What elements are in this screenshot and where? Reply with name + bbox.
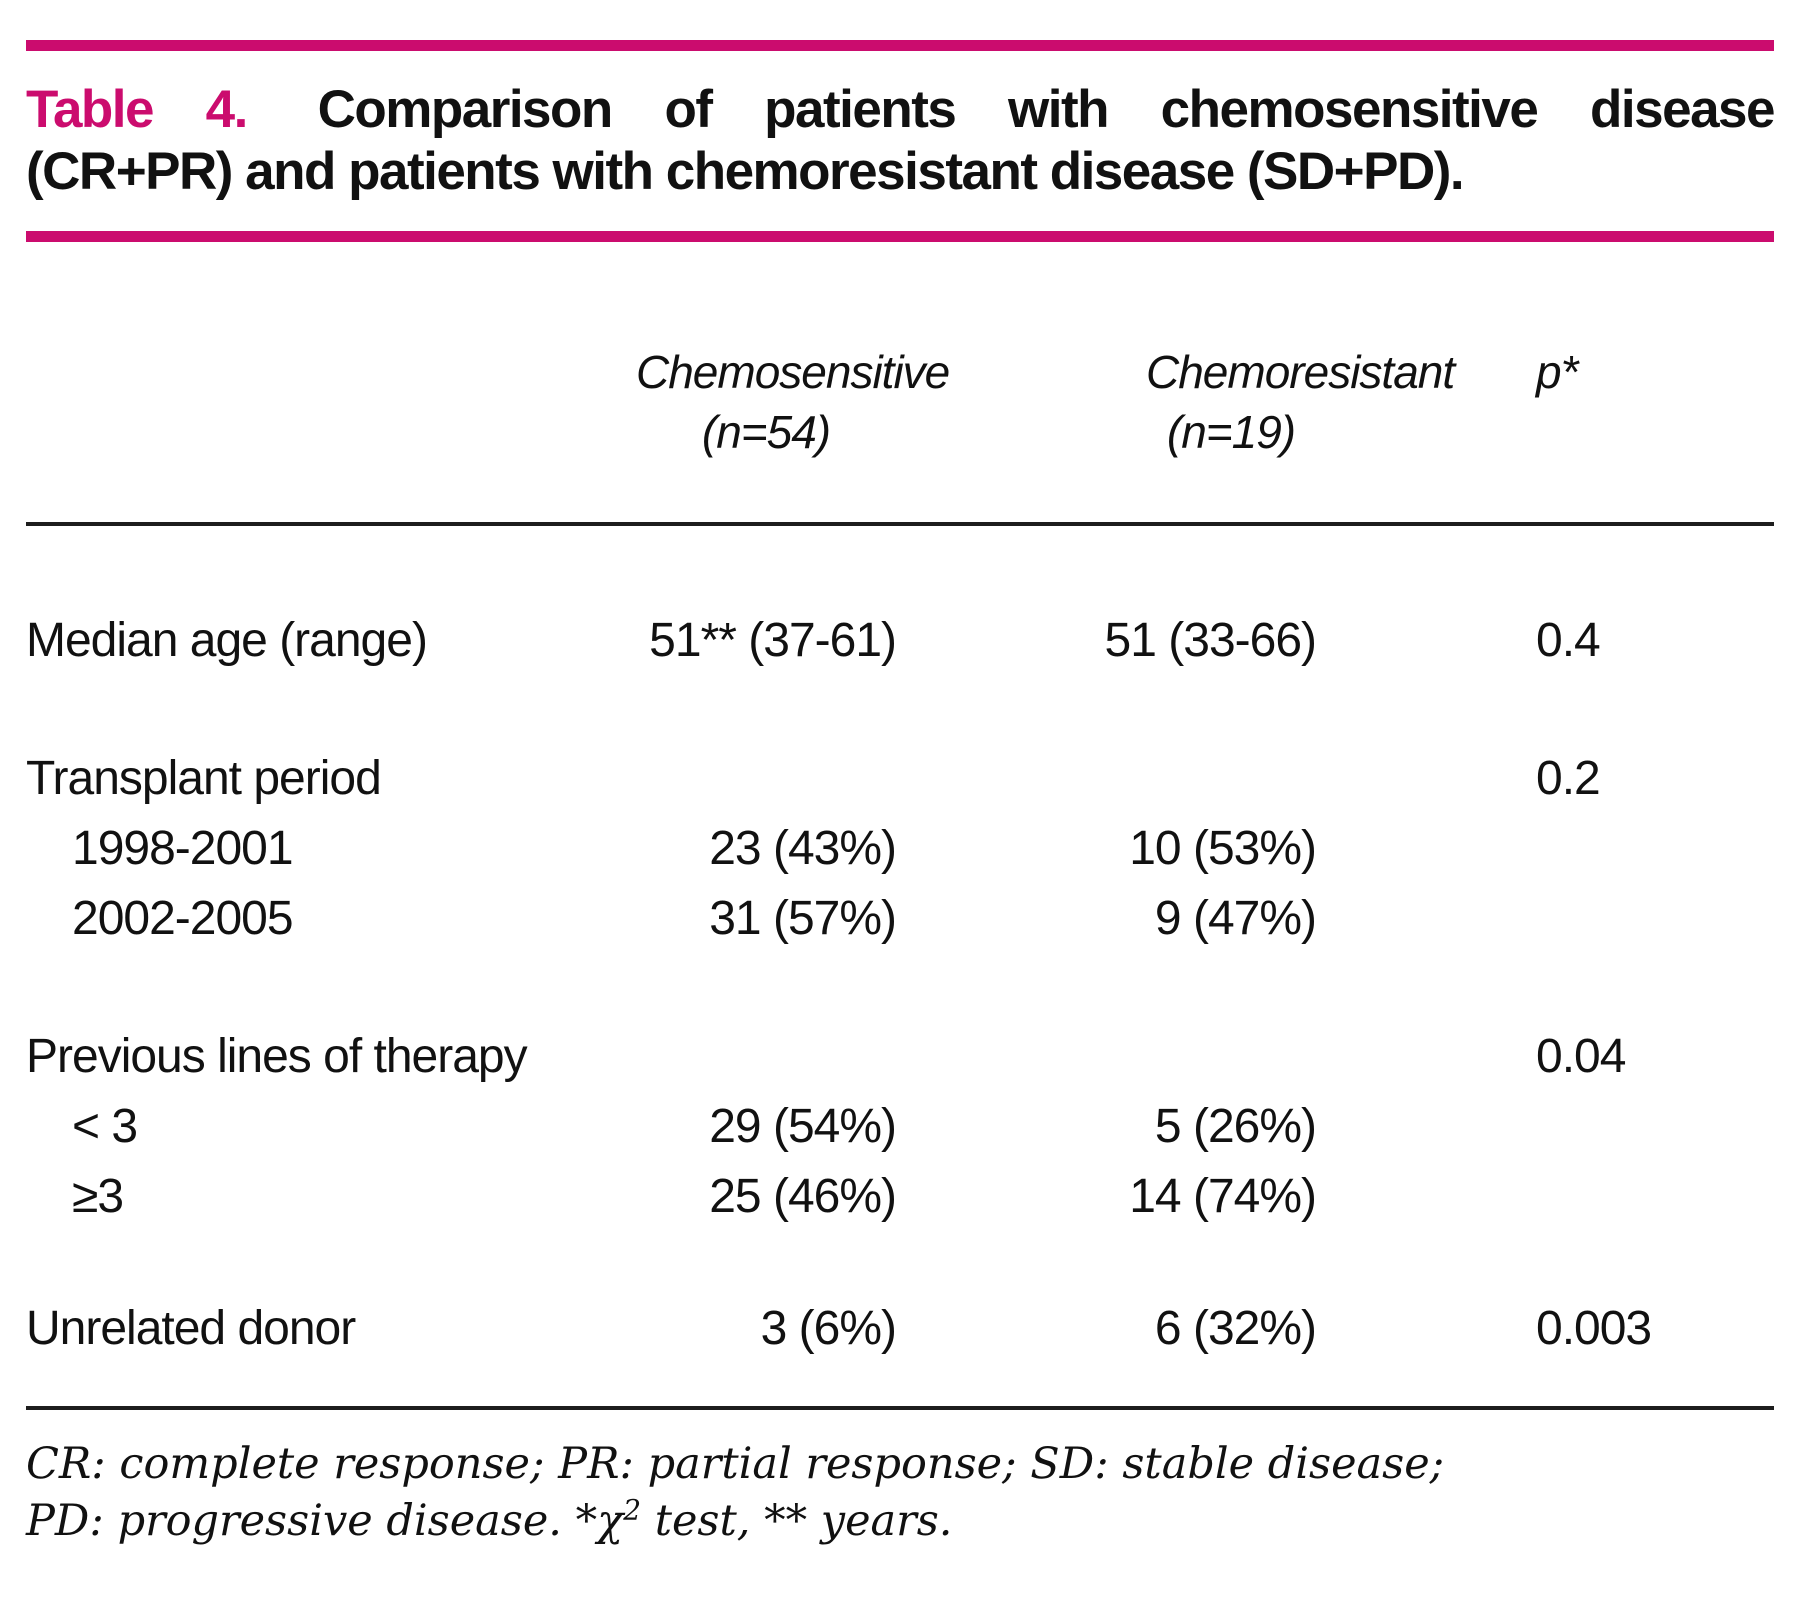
table-header-row: Chemosensitive (n=54) Chemoresistant (n=… <box>26 242 1774 462</box>
footnote-line-2: PD: progressive disease. *χ2 test, ** ye… <box>26 1493 1774 1550</box>
footnote-separator-rule <box>26 1406 1774 1410</box>
table-row-transplant-period: Transplant period 0.2 <box>26 750 1774 808</box>
table-row-unrelated-donor: Unrelated donor 3 (6%) 6 (32%) 0.003 <box>26 1300 1774 1358</box>
row-label: Transplant period <box>26 752 382 805</box>
caption-text-line-2: (CR+PR) and patients with chemoresistant… <box>26 142 1465 201</box>
row-label: 2002-2005 <box>72 892 294 945</box>
table-row-3-or-more: ≥3 25 (46%) 14 (74%) <box>26 1168 1774 1226</box>
top-accent-rule <box>26 40 1774 51</box>
footnote-line-2-text: PD: progressive disease. *χ <box>26 1496 624 1546</box>
table-row-1998-2001: 1998-2001 23 (43%) 10 (53%) <box>26 820 1774 878</box>
footnote-line-1: CR: complete response; PR: partial respo… <box>26 1439 1445 1489</box>
caption-text-line-1: Comparison of patients with chemosensiti… <box>317 80 1776 139</box>
row-label: 1998-2001 <box>72 822 294 875</box>
chemoresistant-value: 10 (53%) <box>1129 822 1317 875</box>
chemoresistant-value: 6 (32%) <box>1154 1302 1317 1355</box>
table-row-median-age: Median age (range) 51** (37-61) 51 (33-6… <box>26 612 1774 670</box>
footnote-line-2-tail: test, ** years. <box>641 1496 953 1546</box>
chemosensitive-value: 51** (37-61) <box>649 614 897 667</box>
chemoresistant-header-n: (n=19) <box>1166 406 1296 458</box>
chemosensitive-value: 31 (57%) <box>709 892 897 945</box>
caption-line-2: (CR+PR) and patients with chemoresistant… <box>26 141 1774 203</box>
chemoresistant-value: 9 (47%) <box>1154 892 1317 945</box>
p-value: 0.04 <box>1536 1030 1626 1083</box>
table-row-previous-lines: Previous lines of therapy 0.04 <box>26 1028 1774 1086</box>
table-row-2002-2005: 2002-2005 31 (57%) 9 (47%) <box>26 890 1774 948</box>
chemosensitive-value: 25 (46%) <box>709 1170 897 1223</box>
column-header-p-value: p* <box>1536 346 1578 398</box>
chemoresistant-value: 51 (33-66) <box>1104 614 1317 667</box>
row-label: ≥3 <box>72 1170 124 1223</box>
row-label: Previous lines of therapy <box>26 1030 528 1083</box>
chemosensitive-value: 3 (6%) <box>760 1302 897 1355</box>
chemosensitive-header-n: (n=54) <box>701 406 831 458</box>
row-label: < 3 <box>72 1100 138 1153</box>
caption-table-number: Table 4. <box>26 80 248 139</box>
header-separator-rule <box>26 522 1774 526</box>
chemosensitive-header-label: Chemosensitive <box>636 346 950 398</box>
footnote-chi-squared-exponent: 2 <box>623 1493 642 1527</box>
p-value: 0.003 <box>1536 1302 1652 1355</box>
chemoresistant-header-label: Chemoresistant <box>1146 346 1455 398</box>
caption-bottom-accent-rule <box>26 231 1774 242</box>
p-value: 0.2 <box>1536 752 1601 805</box>
chemoresistant-value: 14 (74%) <box>1129 1170 1317 1223</box>
chemosensitive-value: 29 (54%) <box>709 1100 897 1153</box>
chemosensitive-value: 23 (43%) <box>709 822 897 875</box>
row-label: Unrelated donor <box>26 1302 356 1355</box>
caption-line-1: Table 4. Comparison of patients with che… <box>26 79 1776 141</box>
row-label: Median age (range) <box>26 614 428 667</box>
table-row-less-than-3: < 3 29 (54%) 5 (26%) <box>26 1098 1774 1156</box>
column-header-chemosensitive: Chemosensitive (n=54) <box>576 342 950 462</box>
chemoresistant-value: 5 (26%) <box>1154 1100 1317 1153</box>
column-header-chemoresistant: Chemoresistant (n=19) <box>896 342 1455 462</box>
table-footnote: CR: complete response; PR: partial respo… <box>26 1436 1774 1550</box>
table-caption: Table 4. Comparison of patients with che… <box>26 79 1776 203</box>
p-value: 0.4 <box>1536 614 1601 667</box>
